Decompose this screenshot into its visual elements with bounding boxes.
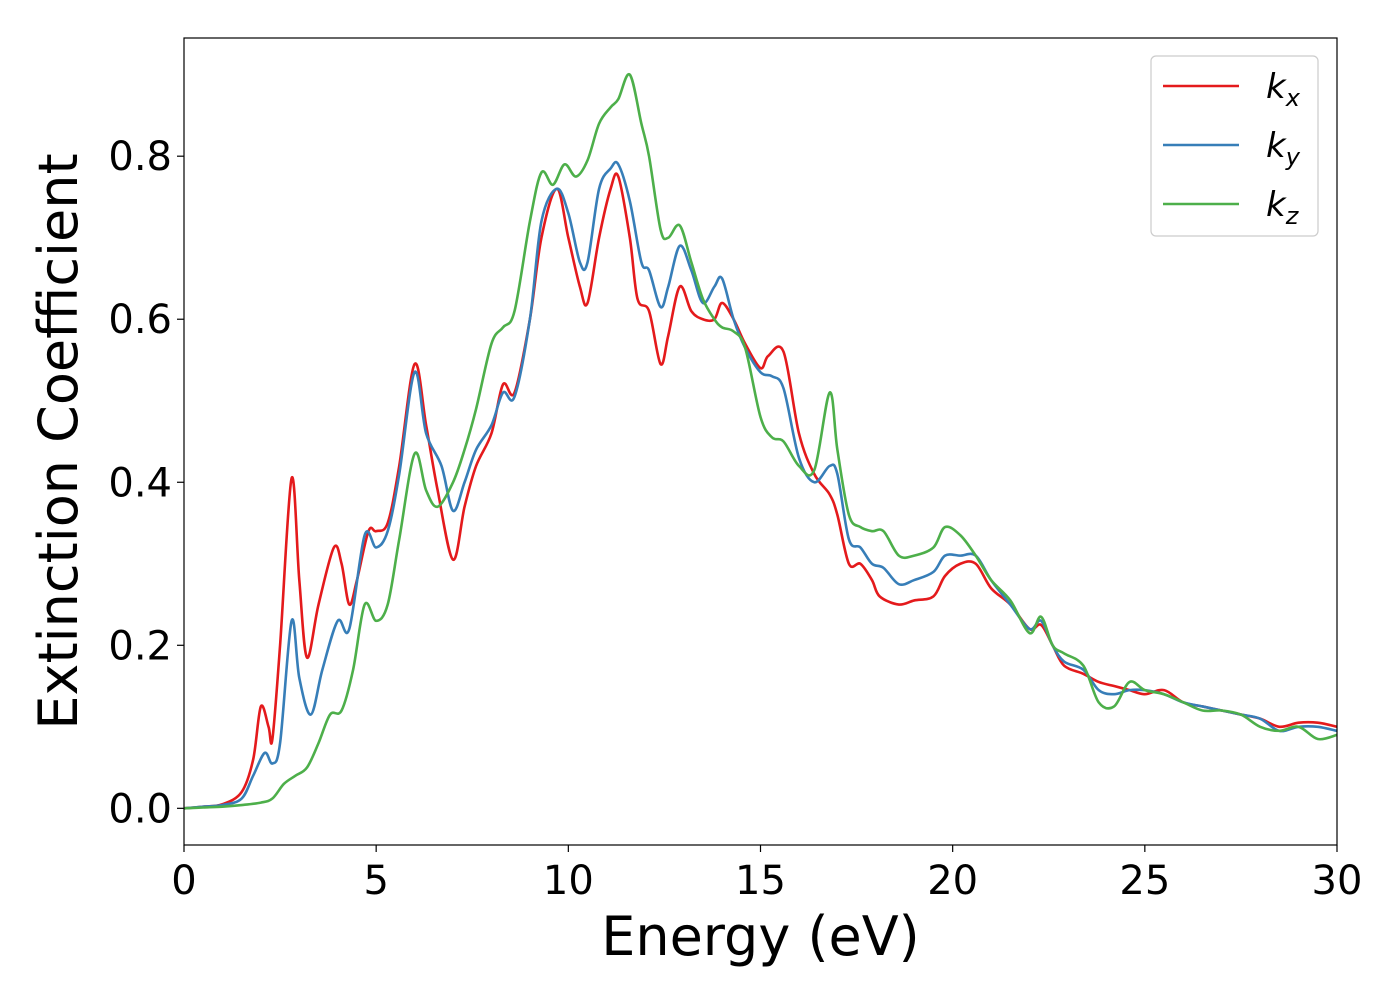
series-line-ky [184, 160, 1337, 810]
x-tick-label: 5 [363, 858, 388, 904]
y-tick-label: 0.2 [108, 623, 172, 669]
legend-label: kx [1266, 67, 1301, 112]
y-tick-label: 0.4 [108, 460, 172, 506]
y-tick-label: 0.0 [108, 786, 172, 832]
legend: kx ky kz [1150, 55, 1319, 237]
x-tick-label: 0 [171, 858, 196, 904]
x-tick-label: 30 [1312, 858, 1363, 904]
ticks-layer: 0 5 10 15 20 25 30 0.0 0.2 0.4 0.6 0.8 [108, 134, 1362, 904]
y-tick-label: 0.8 [108, 134, 172, 180]
series-layer [184, 73, 1337, 810]
legend-label: kz [1266, 185, 1300, 230]
x-axis-label: Energy (eV) [601, 905, 920, 968]
x-tick-label: 20 [927, 858, 978, 904]
x-tick-label: 10 [543, 858, 594, 904]
x-tick-label: 15 [735, 858, 786, 904]
series-line-kz [184, 73, 1337, 810]
series-line-kx [184, 172, 1337, 810]
x-tick-label: 25 [1119, 858, 1170, 904]
y-axis-label: Extinction Coefficient [27, 153, 90, 729]
y-tick-label: 0.6 [108, 297, 172, 343]
legend-label: ky [1266, 126, 1301, 171]
